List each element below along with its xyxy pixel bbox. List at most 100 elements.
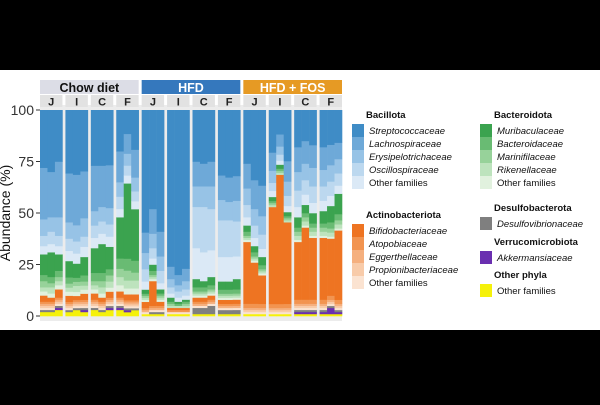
- bar-segment: [54, 280, 63, 286]
- bar-segment: [80, 171, 89, 219]
- bar-segment: [80, 110, 89, 172]
- bar-segment: [105, 236, 114, 247]
- bar-segment: [98, 305, 107, 309]
- bar-segment: [131, 177, 139, 192]
- bar-segment: [217, 293, 226, 296]
- bar-segment: [54, 289, 63, 298]
- y-tick-label: 75: [18, 154, 34, 170]
- bar-segment: [54, 245, 63, 255]
- bar-segment: [131, 260, 139, 273]
- bar-segment: [90, 289, 99, 294]
- bar-segment: [334, 142, 343, 160]
- bar-segment: [258, 269, 267, 272]
- bar-segment: [80, 289, 89, 294]
- bar-segment: [65, 305, 74, 309]
- bar-segment: [116, 182, 125, 197]
- bar-segment: [334, 303, 343, 307]
- y-tick-label: 0: [26, 308, 34, 324]
- legend-swatch: [480, 163, 492, 176]
- bar-segment: [258, 265, 267, 270]
- bar-segment: [72, 241, 81, 254]
- diet-strip: [243, 80, 342, 94]
- bar-segment: [232, 293, 241, 296]
- legend-swatch: [480, 176, 492, 189]
- bar-segment: [334, 220, 343, 225]
- bar-segment: [98, 311, 107, 317]
- bar-segment: [258, 303, 267, 309]
- bar-segment: [149, 311, 157, 315]
- bar-segment: [294, 303, 302, 306]
- bar-segment: [65, 283, 74, 288]
- bar-segment: [149, 270, 157, 276]
- bar-segment: [258, 313, 267, 317]
- bar-segment: [276, 146, 284, 155]
- bar-segment: [40, 295, 48, 302]
- bar-segment: [243, 239, 252, 243]
- bar-segment: [301, 180, 310, 195]
- bar-segment: [319, 210, 328, 224]
- bar-segment: [327, 205, 335, 223]
- bar-segment: [294, 299, 302, 304]
- bar-segment: [250, 311, 259, 315]
- bar-segment: [250, 237, 259, 247]
- legend-item-label: Lachnospiraceae: [369, 139, 441, 150]
- bar-segment: [334, 307, 343, 311]
- bar-segment: [327, 195, 335, 207]
- bar-segment: [131, 209, 139, 261]
- bar-segment: [250, 258, 259, 261]
- bar-segment: [40, 245, 48, 255]
- bar-segment: [149, 305, 157, 309]
- bar-segment: [309, 303, 317, 306]
- bar-segment: [149, 110, 157, 210]
- bar-segment: [243, 231, 252, 236]
- bar-segment: [232, 309, 241, 315]
- bar-segment: [301, 311, 310, 315]
- bar-segment: [149, 307, 157, 311]
- legend-swatch: [480, 124, 492, 137]
- bar-segment: [47, 305, 56, 309]
- bar-segment: [301, 140, 310, 164]
- bar-segment: [54, 254, 63, 271]
- section-strip-label: J: [150, 97, 156, 109]
- bar-segment: [225, 307, 234, 311]
- bar-segment: [123, 153, 132, 166]
- bar-segment: [301, 305, 310, 309]
- bar-segment: [243, 311, 252, 315]
- bar-segment: [167, 309, 175, 313]
- bar-segment: [54, 303, 63, 306]
- bar-segment: [334, 110, 343, 143]
- bar-segment: [131, 191, 139, 202]
- bar-segment: [217, 256, 226, 282]
- bar-segment: [123, 294, 132, 301]
- bar-segment: [90, 210, 99, 226]
- bar-segment: [258, 307, 267, 311]
- bar-segment: [283, 218, 292, 221]
- bar-segment: [225, 303, 234, 307]
- bar-segment: [149, 276, 157, 280]
- bar-segment: [47, 110, 56, 173]
- bar-segment: [258, 256, 267, 266]
- bar-segment: [182, 301, 190, 304]
- bar-segment: [207, 285, 216, 290]
- bar-segment: [243, 303, 252, 309]
- bar-segment: [225, 201, 234, 221]
- bar-segment: [319, 311, 328, 315]
- bar-segment: [327, 301, 335, 305]
- legend-item-label: Propionibacteriaceae: [369, 265, 458, 276]
- bar-segment: [80, 299, 89, 303]
- section-strip: [192, 95, 215, 107]
- bar-segment: [319, 313, 328, 317]
- bar-segment: [116, 268, 125, 278]
- bar-segment: [116, 305, 125, 309]
- bar-segment: [72, 225, 81, 242]
- bar-segment: [116, 151, 125, 183]
- bar-segment: [65, 291, 74, 296]
- bar-segment: [192, 278, 201, 288]
- bar-segment: [54, 297, 63, 300]
- bar-segment: [283, 222, 292, 305]
- bar-segment: [268, 307, 277, 311]
- bar-segment: [105, 281, 114, 288]
- bar-segment: [105, 287, 114, 292]
- bar-segment: [90, 309, 99, 317]
- bar-segment: [123, 310, 132, 313]
